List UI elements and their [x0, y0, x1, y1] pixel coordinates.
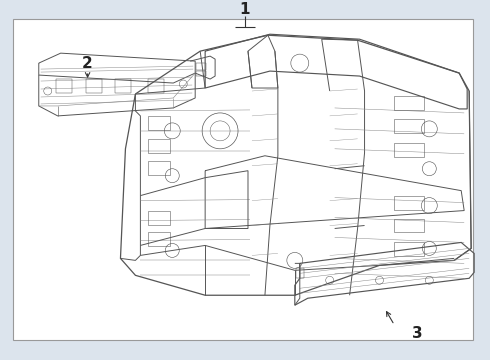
Bar [56, 79, 72, 93]
Bar [196, 63, 206, 70]
Bar [394, 143, 424, 157]
Text: 1: 1 [240, 2, 250, 17]
Text: 3: 3 [412, 325, 423, 341]
Bar [116, 79, 131, 93]
Bar [394, 119, 424, 133]
Bar [148, 211, 171, 225]
Bar [394, 195, 424, 210]
Bar [394, 242, 424, 256]
Bar [394, 96, 424, 110]
Bar [296, 268, 304, 278]
Bar [196, 71, 206, 76]
Bar [148, 161, 171, 175]
Bar [394, 219, 424, 233]
Bar [86, 79, 101, 93]
Bar [148, 116, 171, 130]
Bar [148, 233, 171, 247]
Bar [13, 19, 473, 340]
Text: 2: 2 [82, 55, 93, 71]
Bar [148, 139, 171, 153]
Bar [148, 79, 164, 93]
